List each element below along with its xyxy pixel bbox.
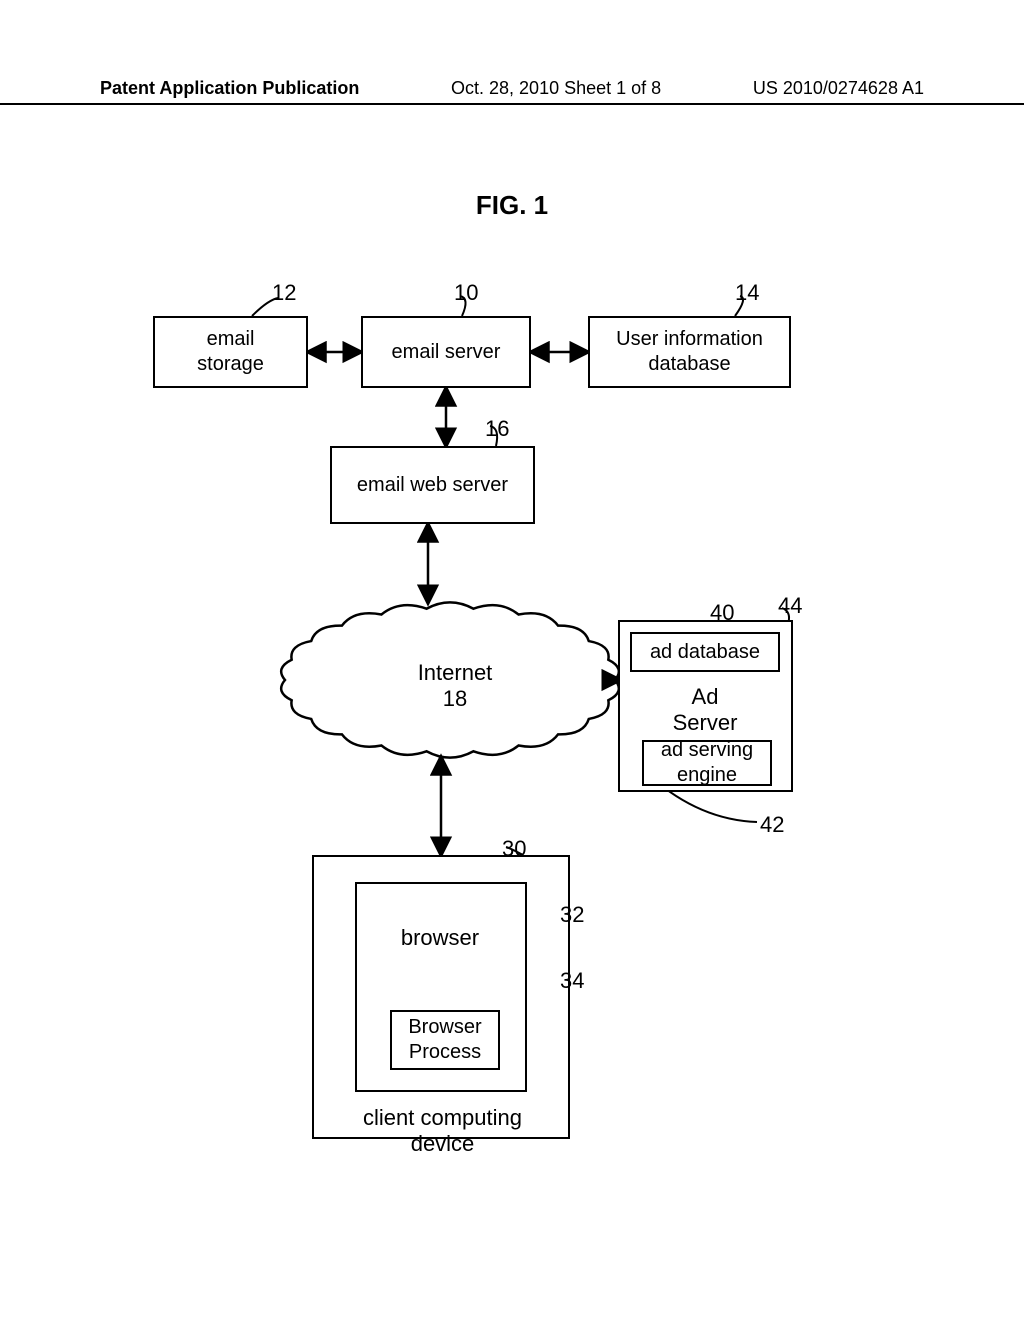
label-internet: Internet18 [400, 660, 510, 713]
ref-30: 30 [502, 836, 526, 862]
ref-32: 32 [560, 902, 584, 928]
ref-42: 42 [760, 812, 784, 838]
ref-16: 16 [485, 416, 509, 442]
box-email-web-server: email web server [330, 446, 535, 524]
label-client-device: client computing device [340, 1105, 545, 1158]
ref-14: 14 [735, 280, 759, 306]
ref-10: 10 [454, 280, 478, 306]
ref-40: 40 [710, 600, 734, 626]
ref-44: 44 [778, 593, 802, 619]
box-user-info-db: User informationdatabase [588, 316, 791, 388]
label-ad-server: AdServer [660, 684, 750, 737]
box-browser-process: BrowserProcess [390, 1010, 500, 1070]
box-email-server: email server [361, 316, 531, 388]
box-email-storage: emailstorage [153, 316, 308, 388]
page: Patent Application Publication Oct. 28, … [0, 0, 1024, 1320]
ref-34: 34 [560, 968, 584, 994]
box-ad-database: ad database [630, 632, 780, 672]
box-ad-serving-engine: ad servingengine [642, 740, 772, 786]
label-browser: browser [395, 925, 485, 951]
ref-12: 12 [272, 280, 296, 306]
